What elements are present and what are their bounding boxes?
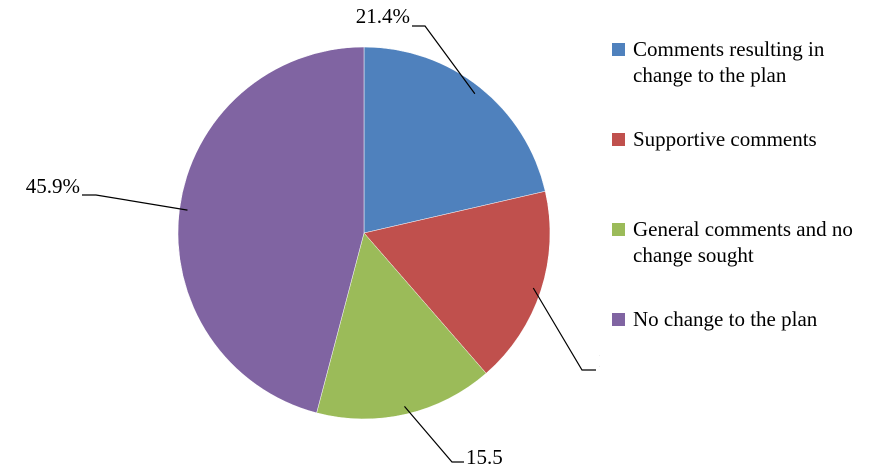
legend-item: Comments resulting in change to the plan bbox=[612, 36, 874, 126]
legend: Comments resulting in change to the plan… bbox=[612, 36, 874, 396]
legend-swatch bbox=[612, 313, 625, 326]
legend-swatch bbox=[612, 133, 625, 146]
pie-slice bbox=[363, 190, 551, 374]
leader-line bbox=[82, 194, 188, 211]
data-label: 15.5 bbox=[466, 445, 503, 469]
legend-item: Supportive comments bbox=[612, 126, 874, 216]
legend-item: General comments and no change sought bbox=[612, 216, 874, 306]
data-label: 21.4% bbox=[356, 4, 410, 28]
pie-area: 21.4% 17.2 15.5 45.9% bbox=[26, 4, 600, 469]
data-label: 17.2 bbox=[598, 348, 600, 372]
leader-line bbox=[404, 405, 464, 463]
legend-swatch bbox=[612, 223, 625, 236]
legend-label: Comments resulting in change to the plan bbox=[633, 37, 825, 87]
pie-slice bbox=[363, 46, 546, 234]
legend-item: No change to the plan bbox=[612, 306, 874, 396]
leader-line bbox=[412, 25, 476, 95]
legend-label: No change to the plan bbox=[633, 307, 818, 331]
legend-label: General comments and no change sought bbox=[633, 217, 853, 267]
pie-slice bbox=[316, 232, 487, 420]
data-label: 45.9% bbox=[26, 174, 80, 198]
legend-swatch bbox=[612, 43, 625, 56]
leader-line bbox=[532, 287, 596, 371]
legend-label: Supportive comments bbox=[633, 127, 817, 151]
